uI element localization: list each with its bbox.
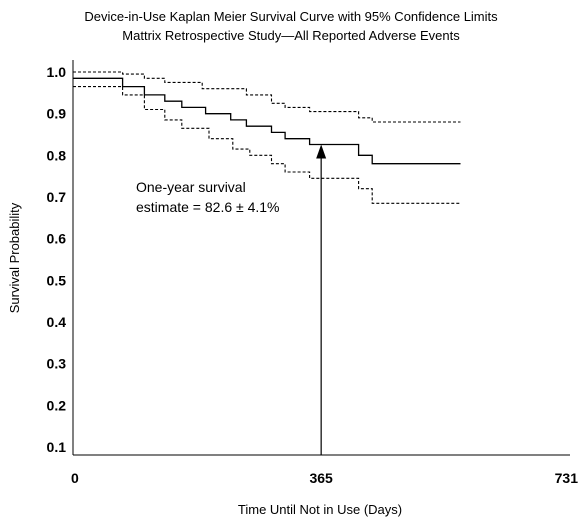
annotation-line-2: estimate = 82.6 ± 4.1%	[136, 199, 280, 215]
x-tick-label: 731	[555, 470, 579, 486]
x-axis-label: Time Until Not in Use (Days)	[238, 502, 402, 517]
series-layer	[73, 71, 461, 204]
y-tick-label: 0.1	[47, 439, 67, 455]
x-tick-label: 365	[309, 470, 333, 486]
annotation-line-1: One-year survival	[136, 179, 246, 195]
x-tick-labels: 0 365 731	[71, 470, 578, 486]
chart-title: Device-in-Use Kaplan Meier Survival Curv…	[84, 9, 498, 24]
annotation-arrowhead	[316, 144, 327, 159]
y-tick-label: 0.5	[47, 272, 67, 288]
survival-estimate-line	[73, 77, 461, 165]
y-tick-label: 0.8	[47, 147, 67, 163]
confidence-limit-line	[73, 71, 461, 123]
y-tick-label: 0.6	[47, 231, 67, 247]
y-tick-label: 0.9	[47, 106, 67, 122]
x-tick-label: 0	[71, 470, 79, 486]
y-tick-label: 0.7	[47, 189, 67, 205]
y-axis-label: Survival Probability	[7, 202, 22, 313]
confidence-limit-line	[73, 86, 461, 204]
y-tick-label: 0.3	[47, 356, 67, 372]
y-tick-labels: 1.0 0.9 0.8 0.7 0.6 0.5 0.4 0.3 0.2 0.1	[47, 64, 67, 455]
y-tick-label: 0.2	[47, 397, 67, 413]
chart-subtitle: Mattrix Retrospective Study—All Reported…	[122, 28, 460, 43]
y-tick-label: 0.4	[47, 314, 67, 330]
y-tick-label: 1.0	[47, 64, 67, 80]
